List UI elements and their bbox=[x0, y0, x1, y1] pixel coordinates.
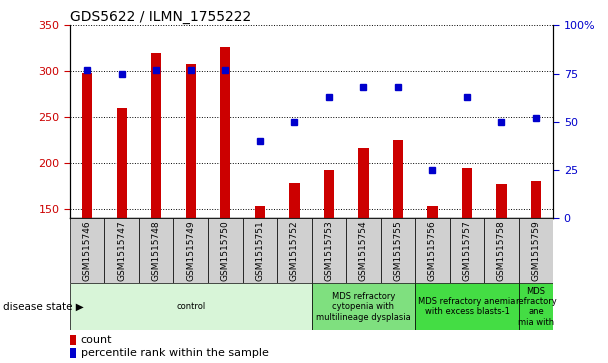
Bar bbox=[70, 283, 311, 330]
Bar bbox=[427, 206, 438, 218]
Bar bbox=[105, 218, 139, 283]
Text: GSM1515751: GSM1515751 bbox=[255, 220, 264, 281]
Text: GSM1515754: GSM1515754 bbox=[359, 220, 368, 281]
Bar bbox=[323, 170, 334, 218]
Bar bbox=[415, 283, 519, 330]
Text: GSM1515746: GSM1515746 bbox=[83, 220, 92, 281]
Bar bbox=[82, 73, 92, 218]
Text: GSM1515756: GSM1515756 bbox=[428, 220, 437, 281]
Bar bbox=[462, 168, 472, 218]
Bar bbox=[358, 148, 368, 218]
Bar bbox=[484, 218, 519, 283]
Bar bbox=[208, 218, 243, 283]
Bar bbox=[173, 218, 208, 283]
Bar bbox=[393, 140, 403, 218]
Bar bbox=[70, 218, 105, 283]
Text: MDS refractory
cytopenia with
multilineage dysplasia: MDS refractory cytopenia with multilinea… bbox=[316, 292, 411, 322]
Text: disease state ▶: disease state ▶ bbox=[3, 302, 84, 312]
Bar bbox=[277, 218, 311, 283]
Bar bbox=[117, 108, 127, 218]
Text: percentile rank within the sample: percentile rank within the sample bbox=[80, 348, 268, 358]
Text: MDS
refractory
ane
mia with: MDS refractory ane mia with bbox=[515, 287, 557, 327]
Text: GSM1515750: GSM1515750 bbox=[221, 220, 230, 281]
Text: MDS refractory anemia
with excess blasts-1: MDS refractory anemia with excess blasts… bbox=[418, 297, 516, 317]
Bar bbox=[255, 206, 265, 218]
Text: GSM1515748: GSM1515748 bbox=[152, 220, 161, 281]
Bar bbox=[311, 218, 346, 283]
Bar bbox=[139, 218, 173, 283]
Bar bbox=[289, 183, 300, 218]
Bar bbox=[70, 335, 76, 346]
Bar bbox=[243, 218, 277, 283]
Text: GSM1515759: GSM1515759 bbox=[531, 220, 541, 281]
Bar bbox=[346, 218, 381, 283]
Bar bbox=[519, 283, 553, 330]
Text: GSM1515758: GSM1515758 bbox=[497, 220, 506, 281]
Text: GSM1515749: GSM1515749 bbox=[186, 220, 195, 281]
Bar bbox=[496, 184, 506, 218]
Bar bbox=[415, 218, 450, 283]
Bar bbox=[381, 218, 415, 283]
Text: GSM1515747: GSM1515747 bbox=[117, 220, 126, 281]
Text: GSM1515753: GSM1515753 bbox=[324, 220, 333, 281]
Text: control: control bbox=[176, 302, 206, 311]
Text: GSM1515752: GSM1515752 bbox=[290, 220, 299, 281]
Bar bbox=[311, 283, 415, 330]
Bar bbox=[70, 348, 76, 358]
Bar bbox=[450, 218, 484, 283]
Bar bbox=[531, 181, 541, 218]
Bar bbox=[519, 218, 553, 283]
Text: count: count bbox=[80, 335, 112, 345]
Text: GSM1515755: GSM1515755 bbox=[393, 220, 402, 281]
Bar bbox=[185, 64, 196, 218]
Text: GDS5622 / ILMN_1755222: GDS5622 / ILMN_1755222 bbox=[70, 11, 251, 24]
Bar bbox=[220, 48, 230, 218]
Text: GSM1515757: GSM1515757 bbox=[463, 220, 471, 281]
Bar bbox=[151, 53, 161, 218]
